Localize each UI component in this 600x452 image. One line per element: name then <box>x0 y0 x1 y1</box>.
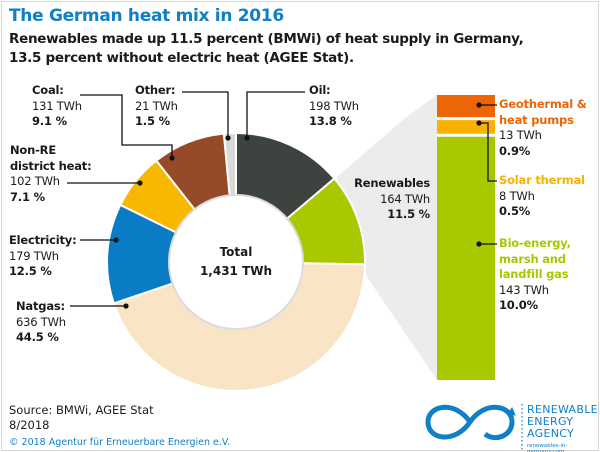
label-other: Other: 21 TWh 1.5 % <box>135 83 178 128</box>
label-electricity: Electricity: 179 TWh 12.5 % <box>9 233 77 278</box>
chart-title: The German heat mix in 2016 <box>9 6 284 26</box>
donut-center-label: Total 1,431 TWh <box>200 243 272 281</box>
leader-lines <box>67 91 497 307</box>
subtitle-line: 13.5 percent without electric heat (AGEE… <box>9 50 354 66</box>
logo-url: renewables-in-germany.com <box>527 443 568 452</box>
leader-solar <box>479 122 497 182</box>
leader-oil <box>246 91 305 138</box>
bar-segment-geothermal <box>437 95 495 118</box>
label-coal: Coal: 131 TWh 9.1 % <box>32 83 82 128</box>
label-geothermal: Geothermal & heat pumps 13 TWh 0.9% <box>499 97 587 158</box>
logo-text: RENEWABLE ENERGY AGENCY <box>527 403 598 440</box>
bar-segment-bio-energy <box>437 136 495 380</box>
label-bio-energy: Bio-energy, marsh and landfill gas 143 TWh 1… <box>499 236 571 312</box>
center-value: 1,431 TWh <box>199 264 273 278</box>
center-label: Total <box>219 245 253 259</box>
label-oil: Oil: 198 TWh 13.8 % <box>309 83 359 128</box>
leader-coal <box>80 94 173 158</box>
chart-subtitle: Renewables made up 11.5 percent (BMWi) o… <box>9 30 524 68</box>
subtitle-line: Renewables made up 11.5 percent (BMWi) o… <box>9 31 524 47</box>
label-solar-thermal: Solar thermal 8 TWh 0.5% <box>499 173 585 218</box>
copyright: © 2018 Agentur für Erneuerbare Energien … <box>9 437 231 448</box>
label-renewables: Renewables 164 TWh 11.5 % <box>354 176 430 221</box>
leader-other <box>182 91 229 138</box>
leader-dots <box>113 102 482 309</box>
label-natgas: Natgas: 636 TWh 44.5 % <box>16 299 66 344</box>
label-non-re-district-heat: Non-RE district heat: 102 TWh 7.1 % <box>10 143 92 204</box>
zoom-connector <box>337 95 437 380</box>
logo-infinity <box>425 404 516 440</box>
bar-segment-solar <box>437 120 495 134</box>
source-note: Source: BMWi, AGEE Stat 8/2018 <box>9 403 154 432</box>
donut-hole <box>168 194 304 330</box>
